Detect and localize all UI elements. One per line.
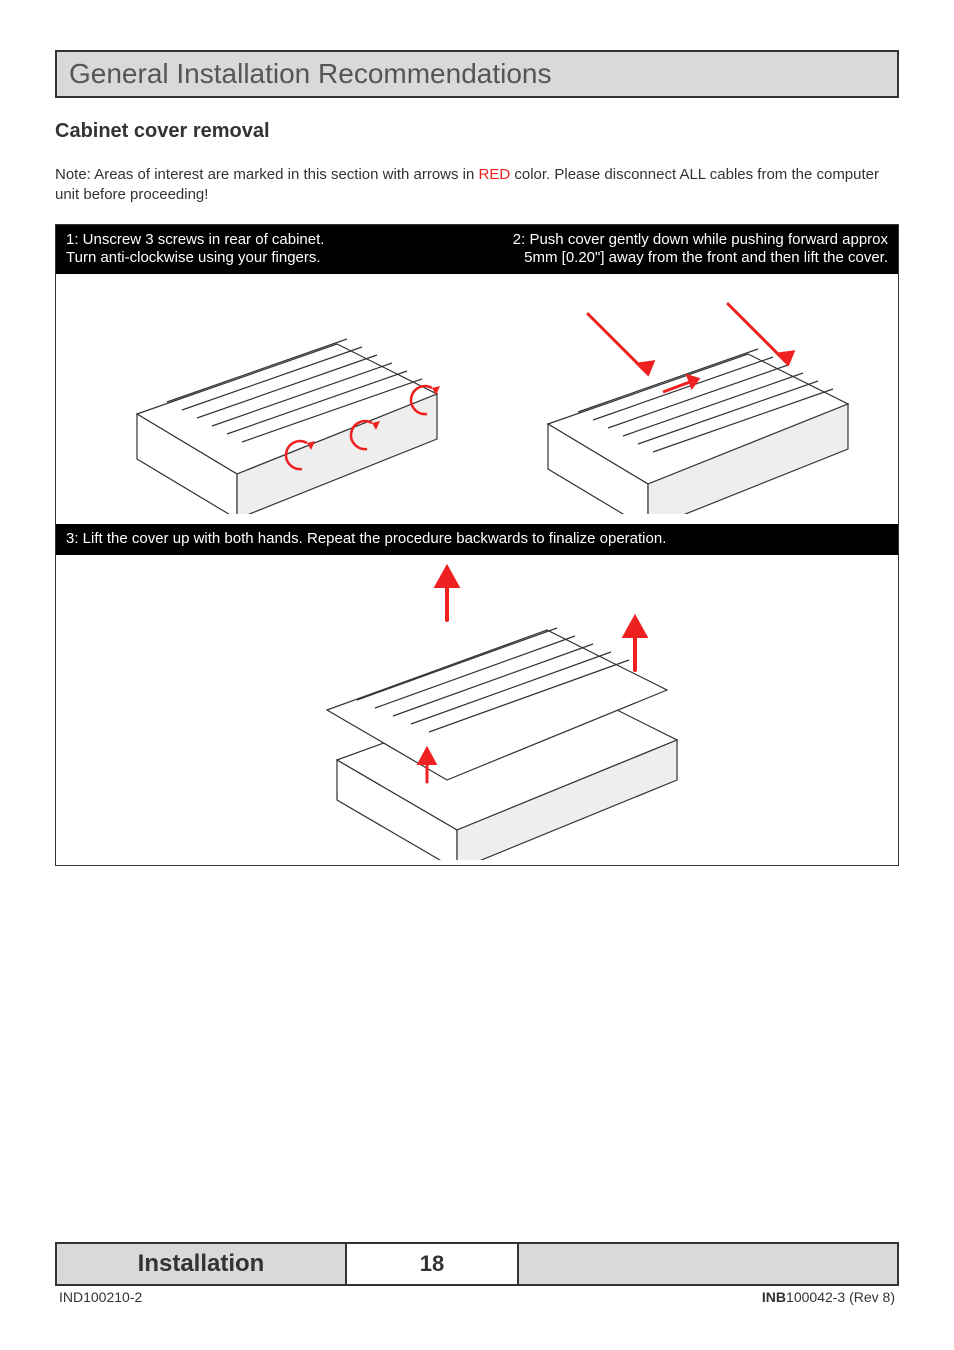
section-title: General Installation Recommendations <box>69 58 551 89</box>
cabinet-icon <box>498 284 878 514</box>
step1-caption: 1: Unscrew 3 screws in rear of cabinet. … <box>56 225 477 275</box>
step3-caption: 3: Lift the cover up with both hands. Re… <box>56 524 898 555</box>
cabinet-icon <box>77 284 457 514</box>
footer-sub-row: IND100210-2 INB100042-3 (Rev 8) <box>55 1286 899 1305</box>
step3-line1: 3: Lift the cover up with both hands. Re… <box>66 530 666 547</box>
captions-row-1: 1: Unscrew 3 screws in rear of cabinet. … <box>56 225 898 275</box>
footer-section-label: Installation <box>57 1244 347 1284</box>
step2-caption: 2: Push cover gently down while pushing … <box>477 225 898 275</box>
step2-line2: 5mm [0.20"] away from the front and then… <box>524 249 888 266</box>
step1-line2: Turn anti-clockwise using your fingers. <box>66 249 321 266</box>
footer-left-code: IND100210-2 <box>59 1289 142 1305</box>
step2-line1: 2: Push cover gently down while pushing … <box>513 231 888 248</box>
step2-figure <box>477 274 898 524</box>
footer-right-code: INB100042-3 (Rev 8) <box>762 1289 895 1305</box>
subheading: Cabinet cover removal <box>55 120 899 143</box>
note-paragraph: Note: Areas of interest are marked in th… <box>55 165 899 206</box>
section-header: General Installation Recommendations <box>55 50 899 98</box>
step1-figure <box>56 274 477 524</box>
footer-right-rest: 100042-3 (Rev 8) <box>786 1289 895 1305</box>
images-row-1 <box>56 274 898 524</box>
footer-bar: Installation 18 <box>55 1242 899 1286</box>
note-red-word: RED <box>479 166 511 183</box>
cabinet-lift-icon <box>217 560 737 860</box>
steps-container: 1: Unscrew 3 screws in rear of cabinet. … <box>55 224 899 866</box>
step1-line1: 1: Unscrew 3 screws in rear of cabinet. <box>66 231 324 248</box>
footer-right-fill <box>517 1244 897 1284</box>
step3-figure <box>56 555 898 865</box>
note-prefix: Note: Areas of interest are marked in th… <box>55 166 479 183</box>
footer-right-bold: INB <box>762 1289 786 1305</box>
page-number: 18 <box>347 1251 517 1277</box>
page-footer: Installation 18 IND100210-2 INB100042-3 … <box>55 1242 899 1305</box>
